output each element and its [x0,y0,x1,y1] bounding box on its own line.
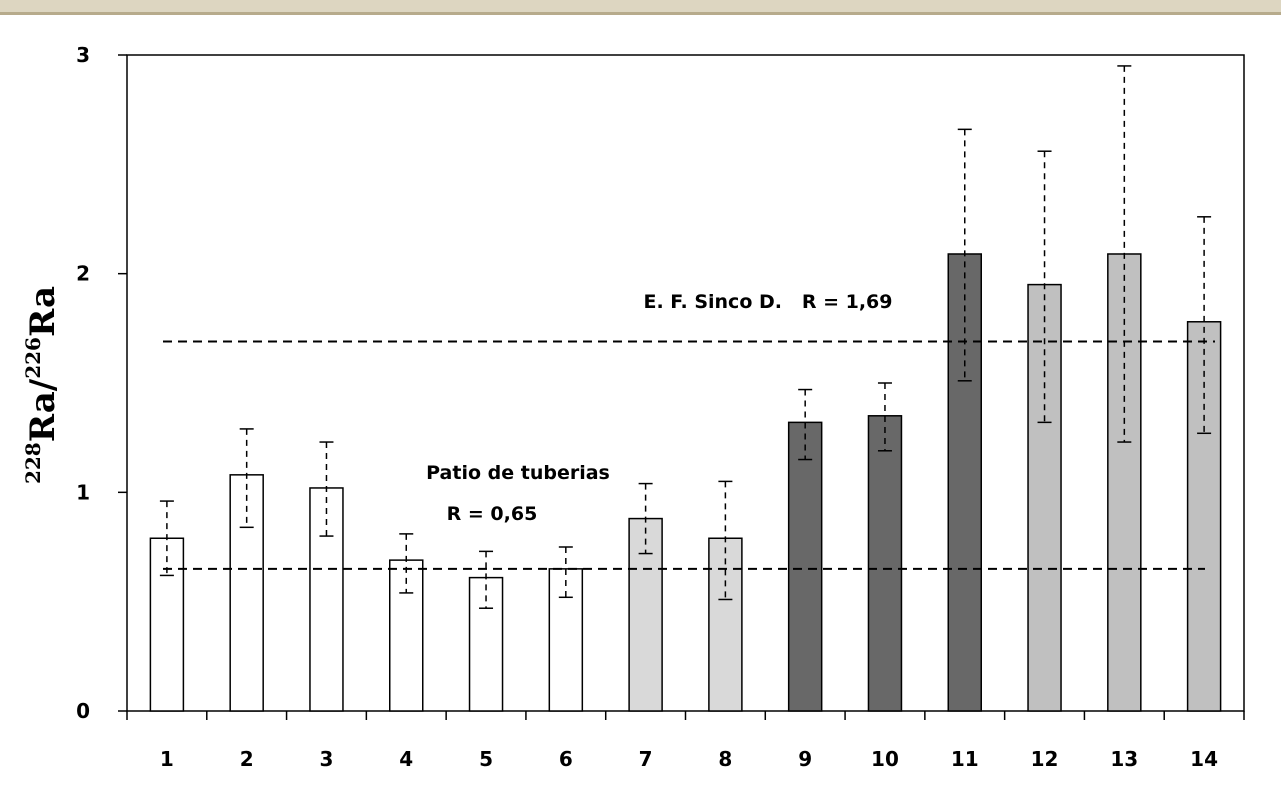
bar-9 [787,421,823,712]
y-label-sup1: 228 [21,442,45,484]
x-tick-label-12: 12 [1031,747,1059,771]
bar-6 [548,568,584,712]
ref-label-efsinco: E. F. Sinco D. R = 1,69 [644,291,893,313]
x-tick-label-6: 6 [559,747,573,771]
x-tick-label-5: 5 [479,747,493,771]
x-tick-label-2: 2 [240,747,254,771]
plot-area [126,54,1245,712]
x-tick-label-3: 3 [320,747,334,771]
x-tick-label-14: 14 [1190,747,1218,771]
ref-label-patio-line1: Patio de tuberias [426,462,610,484]
x-tick-label-4: 4 [399,747,413,771]
y-tick-label-1: 1 [76,480,90,504]
bars-group [149,253,1222,712]
x-tick-label-10: 10 [871,747,899,771]
x-tick-label-11: 11 [951,747,979,771]
bar-12 [1027,283,1062,712]
window-top-bar [0,0,1281,15]
y-tick-label-3: 3 [76,43,90,67]
x-tick-label-9: 9 [798,747,812,771]
y-label-main2: Ra [23,286,63,337]
bar-14 [1186,321,1222,712]
bar-13 [1107,253,1142,712]
y-axis-label: 228Ra/226Ra [21,286,63,484]
bar-4 [389,559,424,712]
bar-3 [309,487,344,712]
error-bars-group [159,65,1212,609]
bar-11 [947,253,982,712]
bar-1 [149,537,185,712]
x-tick-label-8: 8 [718,747,732,771]
x-tick-label-1: 1 [160,747,174,771]
bar-10 [867,415,903,712]
ref-label-patio-line2: R = 0,65 [447,503,538,525]
y-label-main1: Ra/ [23,378,63,442]
reference-lines-group [163,340,1215,570]
bar-7 [628,517,663,712]
bar-8 [708,537,743,712]
y-label-sup2: 226 [21,337,45,379]
y-tick-label-2: 2 [76,262,90,286]
y-tick-label-0: 0 [76,699,90,723]
x-tick-label-7: 7 [639,747,653,771]
x-tick-label-13: 13 [1110,747,1138,771]
